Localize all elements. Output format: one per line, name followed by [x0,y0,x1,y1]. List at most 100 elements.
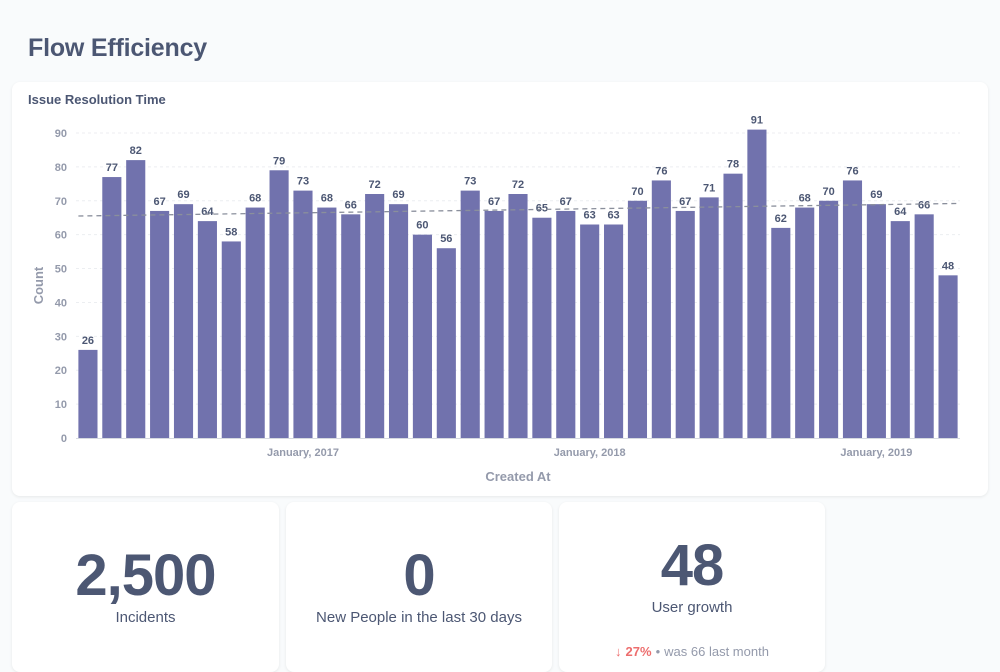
change-percent: 27% [625,644,652,659]
bar[interactable] [532,217,552,438]
bar[interactable] [651,180,671,438]
bar[interactable] [627,200,648,438]
bar-data-label: 73 [297,176,309,188]
y-tick-label: 0 [61,433,67,445]
bar[interactable] [269,170,289,438]
bar-data-label: 48 [942,260,954,272]
bar[interactable] [819,200,839,438]
bar[interactable] [221,241,241,438]
bar[interactable] [675,210,695,438]
y-tick-label: 90 [55,128,67,140]
bar[interactable] [365,194,385,438]
bar[interactable] [388,204,409,438]
bar[interactable] [102,177,122,439]
new-people-label[interactable]: New People in the last 30 days [316,609,522,626]
bar-data-label: 67 [153,196,165,208]
bar-data-label: 68 [321,193,333,205]
bar-data-label: 63 [584,210,596,222]
bar-data-label: 68 [799,193,811,205]
x-tick-label: January, 2019 [840,447,912,459]
bar[interactable] [604,224,624,439]
bar-data-label: 62 [775,213,787,225]
bar[interactable] [412,234,432,438]
new-people-value: 0 [403,543,435,608]
bar[interactable] [890,221,910,438]
bar-data-label: 73 [464,176,476,188]
bar[interactable] [245,207,265,438]
bar[interactable] [460,190,480,438]
bar-data-label: 72 [369,179,381,191]
bar-data-label: 72 [512,179,524,191]
x-tick-label: January, 2017 [267,447,339,459]
bar-data-label: 66 [345,199,357,211]
bar-data-label: 71 [703,182,715,194]
bar[interactable] [747,129,767,438]
trend-line [78,202,958,217]
page-title: Flow Efficiency [28,34,207,62]
user-growth-value: 48 [660,533,725,598]
user-growth-card[interactable]: 48 User growth ↓ 27% • was 66 last month [559,502,825,672]
new-people-card[interactable]: 0 New People in the last 30 days [286,502,552,672]
y-tick-label: 30 [55,331,67,343]
bar-data-label: 69 [392,189,404,201]
bar-data-label: 26 [82,335,94,347]
bar[interactable] [723,173,743,438]
bar-data-label: 65 [536,203,548,215]
comparison-row: ↓ 27% • was 66 last month [559,644,825,659]
incidents-card[interactable]: 2,500 Incidents [12,502,279,672]
bar-data-label: 68 [249,193,261,205]
bar-data-label: 56 [440,233,452,245]
bar[interactable] [842,180,863,438]
user-growth-label[interactable]: User growth [651,599,733,616]
bar-chart: 0 10 20 30 40 50 60 70 80 90 26 77 82 67 69 64 58 68 79 73 6… [31,115,960,484]
bar[interactable] [436,248,456,438]
bar[interactable] [914,214,934,438]
bar[interactable] [173,204,194,438]
bar-data-label: 69 [177,189,189,201]
bar[interactable] [699,197,719,438]
bar[interactable] [317,207,337,438]
arrow-down-icon: ↓ [615,644,622,659]
bar[interactable] [938,275,958,438]
bar[interactable] [293,190,313,438]
y-tick-label: 20 [55,365,67,377]
bar-data-label: 66 [918,199,930,211]
bar[interactable] [78,349,98,438]
bar-data-label: 60 [416,220,428,232]
bar-data-label: 70 [822,186,834,198]
comparison-period: last month [708,644,769,659]
bar[interactable] [866,204,886,438]
chart-title[interactable]: Issue Resolution Time [28,92,166,107]
bar-data-label: 82 [130,145,142,157]
chart-card[interactable]: Issue Resolution Time 0 10 20 30 40 50 60 70 80 9… [12,82,988,496]
bar-data-label: 78 [727,159,739,171]
bar-data-label: 64 [894,206,907,218]
bar[interactable] [484,210,504,438]
bar-data-label: 91 [751,115,763,127]
bar-data-label: 64 [201,206,214,218]
bar[interactable] [508,194,528,438]
y-tick-label: 80 [55,162,67,174]
y-axis-label: Count [31,266,46,304]
bar[interactable] [150,210,170,438]
bar-data-label: 70 [631,186,643,198]
separator-dot: • [655,644,661,659]
bar-data-label: 67 [560,196,572,208]
bar[interactable] [771,227,791,438]
bar[interactable] [580,224,600,439]
incidents-value: 2,500 [75,543,216,608]
bar[interactable] [556,210,576,438]
y-tick-label: 60 [55,230,67,242]
bar[interactable] [341,214,361,438]
bar-data-label: 76 [846,165,858,177]
bar-data-label: 67 [488,196,500,208]
bar-data-label: 76 [655,165,667,177]
bar[interactable] [126,160,146,438]
y-tick-label: 10 [55,399,67,411]
bar-data-label: 67 [679,196,691,208]
bar-data-label: 69 [870,189,882,201]
bar[interactable] [197,221,217,438]
incidents-label[interactable]: Incidents [115,609,176,626]
bar[interactable] [795,207,815,438]
y-tick-label: 70 [55,196,67,208]
